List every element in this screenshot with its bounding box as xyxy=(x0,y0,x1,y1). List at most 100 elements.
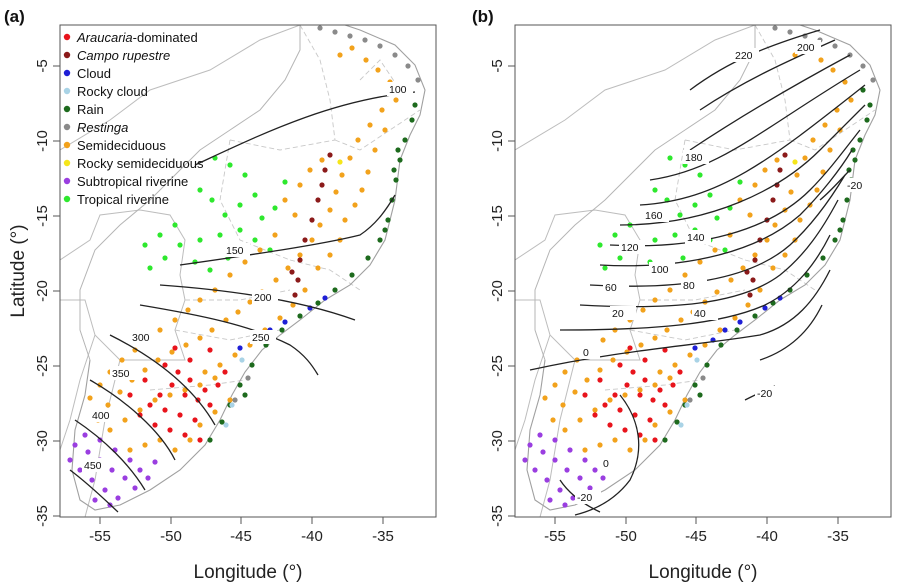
points-rocky-semideciduous xyxy=(792,159,798,165)
panel-a-tag: (a) xyxy=(4,7,25,26)
points-rocky-cloud xyxy=(223,357,245,428)
points-araucaria xyxy=(582,345,683,443)
contour-label: 20 xyxy=(612,308,624,320)
panel-a-frame xyxy=(59,24,437,518)
contour-label: 450 xyxy=(84,460,102,472)
x-tick-label: -45 xyxy=(230,528,252,545)
legend-label-suffix: -dominated xyxy=(133,30,198,45)
panel-a-y-tick-labels: -5 -10 -15 -20 -25 -30 -35 xyxy=(34,59,51,527)
study-area-outline xyxy=(79,25,301,361)
legend-item-campo-rupestre: Campo rupestre xyxy=(63,48,170,63)
x-axis-label: Longitude (°) xyxy=(194,562,303,583)
contour-labels-a: 100 150 200 250 300 350 400 450 xyxy=(82,82,413,472)
contour-label: -20 xyxy=(757,388,772,400)
panel-a-y-ticks xyxy=(53,65,60,517)
legend-item-rocky-semideciduous: Rocky semideciduous xyxy=(63,156,204,171)
legend-marker xyxy=(63,141,71,149)
x-tick-label: -55 xyxy=(89,528,111,545)
points-rain xyxy=(207,87,418,443)
y-tick-label: -30 xyxy=(34,430,51,452)
x-tick-label: -45 xyxy=(685,528,707,545)
contour-label: 140 xyxy=(687,232,705,244)
contour-label: -20 xyxy=(577,492,592,504)
y-tick-label: -5 xyxy=(34,59,51,72)
panel-b-x-ticks xyxy=(554,517,839,524)
legend-marker xyxy=(63,51,71,59)
y-tick-label: -35 xyxy=(489,505,506,527)
panel-a-x-ticks xyxy=(99,517,384,524)
panel-b-y-ticks xyxy=(508,65,515,517)
legend: Araucaria-dominated Campo rupestre Cloud… xyxy=(63,30,204,207)
legend-item-semideciduous: Semideciduous xyxy=(63,138,166,153)
x-tick-label: -50 xyxy=(160,528,182,545)
contours-b xyxy=(529,29,866,516)
y-tick-label: -20 xyxy=(34,280,51,302)
contours-a xyxy=(69,91,416,513)
x-axis-label: Longitude (°) xyxy=(649,562,758,583)
legend-item-rocky-cloud: Rocky cloud xyxy=(63,84,148,99)
contour-label: 400 xyxy=(92,410,110,422)
x-tick-label: -50 xyxy=(615,528,637,545)
x-tick-label: -40 xyxy=(756,528,778,545)
y-tick-label: -5 xyxy=(489,59,506,72)
coastline xyxy=(71,25,426,511)
y-tick-label: -15 xyxy=(34,205,51,227)
x-tick-label: -35 xyxy=(372,528,394,545)
svg-text:Araucaria-dominated: Araucaria-dominated xyxy=(76,30,198,45)
panel-b-y-tick-labels: -5 -10 -15 -20 -25 -30 -35 xyxy=(489,59,506,527)
legend-label: Subtropical riverine xyxy=(77,174,188,189)
legend-marker xyxy=(63,177,71,185)
contour-label: 250 xyxy=(252,332,270,344)
legend-item-cloud: Cloud xyxy=(63,66,111,81)
legend-marker xyxy=(63,159,71,167)
y-tick-label: -35 xyxy=(34,505,51,527)
contour-label: 100 xyxy=(651,264,669,276)
points-rocky-cloud xyxy=(678,357,700,428)
panel-b-tag: (b) xyxy=(472,7,494,26)
panel-b-frame xyxy=(514,24,892,518)
contour-label: 200 xyxy=(254,292,272,304)
legend-marker xyxy=(63,105,71,113)
legend-label: Restinga xyxy=(77,120,128,135)
legend-marker xyxy=(63,195,71,203)
contour-label: -20 xyxy=(847,180,862,192)
contour-label: 80 xyxy=(683,280,695,292)
contour-label: 150 xyxy=(226,245,244,257)
points-subtropical-riverine xyxy=(67,432,158,508)
points-campo-rupestre xyxy=(289,152,333,298)
legend-label: Tropical riverine xyxy=(77,192,169,207)
legend-label: Rain xyxy=(77,102,104,117)
y-tick-label: -25 xyxy=(489,355,506,377)
points-campo-rupestre xyxy=(744,152,788,298)
panel-a: (a) xyxy=(4,7,437,583)
coastline xyxy=(526,25,881,511)
contour-labels-b: 220 200 180 160 140 120 100 80 60 40 20 … xyxy=(575,40,871,504)
y-tick-label: -15 xyxy=(489,205,506,227)
panel-b: (b) xyxy=(472,7,892,583)
y-tick-label: -10 xyxy=(489,130,506,152)
y-tick-label: -10 xyxy=(34,130,51,152)
contour-label: 160 xyxy=(645,210,663,222)
contour-label: 60 xyxy=(605,282,617,294)
contour-label: 300 xyxy=(132,332,150,344)
points-rocky-semideciduous xyxy=(337,159,343,165)
legend-item-subtropical-riverine: Subtropical riverine xyxy=(63,174,188,189)
y-axis-label: Latitude (°) xyxy=(8,224,29,317)
y-tick-label: -30 xyxy=(489,430,506,452)
contour-label: 350 xyxy=(112,368,130,380)
y-tick-label: -20 xyxy=(489,280,506,302)
country-borders xyxy=(60,25,301,517)
legend-marker xyxy=(63,69,71,77)
contour-label: 180 xyxy=(685,152,703,164)
country-borders xyxy=(515,25,756,517)
legend-label: Rocky semideciduous xyxy=(77,156,204,171)
legend-label: Araucaria xyxy=(76,30,133,45)
contour-label: 0 xyxy=(603,458,609,470)
y-tick-label: -25 xyxy=(34,355,51,377)
study-area-outline xyxy=(534,25,756,361)
points-restinga xyxy=(232,25,421,403)
legend-label: Campo rupestre xyxy=(77,48,170,63)
contour-label: 200 xyxy=(797,42,815,54)
panel-b-x-tick-labels: -55 -50 -45 -40 -35 xyxy=(544,528,849,545)
